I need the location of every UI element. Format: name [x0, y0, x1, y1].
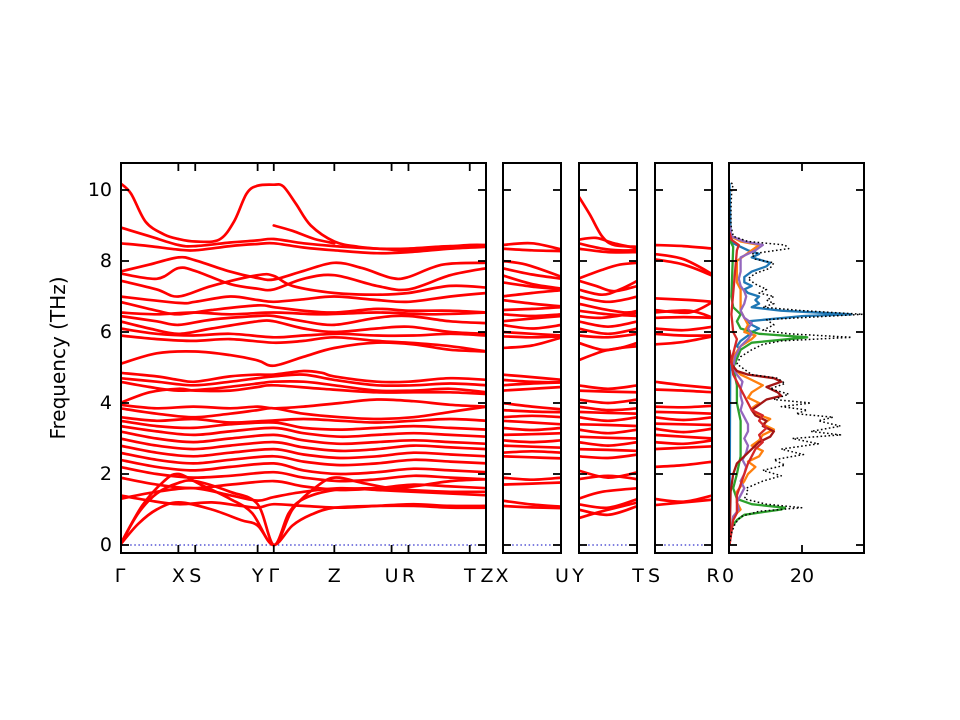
band-panel-main: [120, 162, 487, 554]
k-label-YT-0: Y: [572, 565, 584, 587]
dos-curve-orange: [728, 225, 776, 546]
k-label-main-9: Z: [480, 565, 494, 587]
k-label-main-0: Γ: [114, 565, 126, 587]
k-label-XU-0: X: [495, 565, 509, 587]
dos-curve-total: [728, 180, 864, 546]
y-tick-label-6: 6: [99, 321, 112, 343]
k-label-main-5: Z: [327, 565, 341, 587]
dos-x-tick-label-20: 20: [789, 565, 815, 587]
k-label-SR-0: S: [647, 565, 661, 587]
dos-curve-blue: [728, 182, 853, 546]
y-tick-label-0: 0: [99, 534, 112, 556]
k-label-XU-1: U: [555, 565, 569, 587]
band-panel-SR: [654, 162, 713, 554]
k-label-main-8: T: [463, 565, 476, 587]
k-label-SR-1: R: [706, 565, 720, 587]
k-label-main-3: Y: [251, 565, 264, 587]
dos-curve-darkred: [728, 349, 783, 546]
dos-x-tick-label-0: 0: [721, 565, 735, 587]
y-tick-label-10: 10: [87, 179, 112, 201]
band-panel-XU: [502, 162, 562, 554]
y-axis-label: Frequency (THz): [46, 276, 70, 440]
k-label-main-1: X: [171, 565, 185, 587]
y-tick-label-2: 2: [99, 463, 112, 485]
k-label-main-7: R: [401, 565, 416, 587]
dos-curve-red: [728, 232, 768, 546]
k-label-main-4: Γ: [268, 565, 280, 587]
dos-panel: [728, 162, 865, 554]
k-label-main-6: U: [384, 565, 399, 587]
k-label-main-2: S: [189, 565, 202, 587]
k-label-YT-1: T: [632, 565, 644, 587]
y-tick-label-4: 4: [99, 392, 112, 414]
band-panel-YT: [578, 162, 638, 554]
y-tick-label-8: 8: [99, 250, 112, 272]
